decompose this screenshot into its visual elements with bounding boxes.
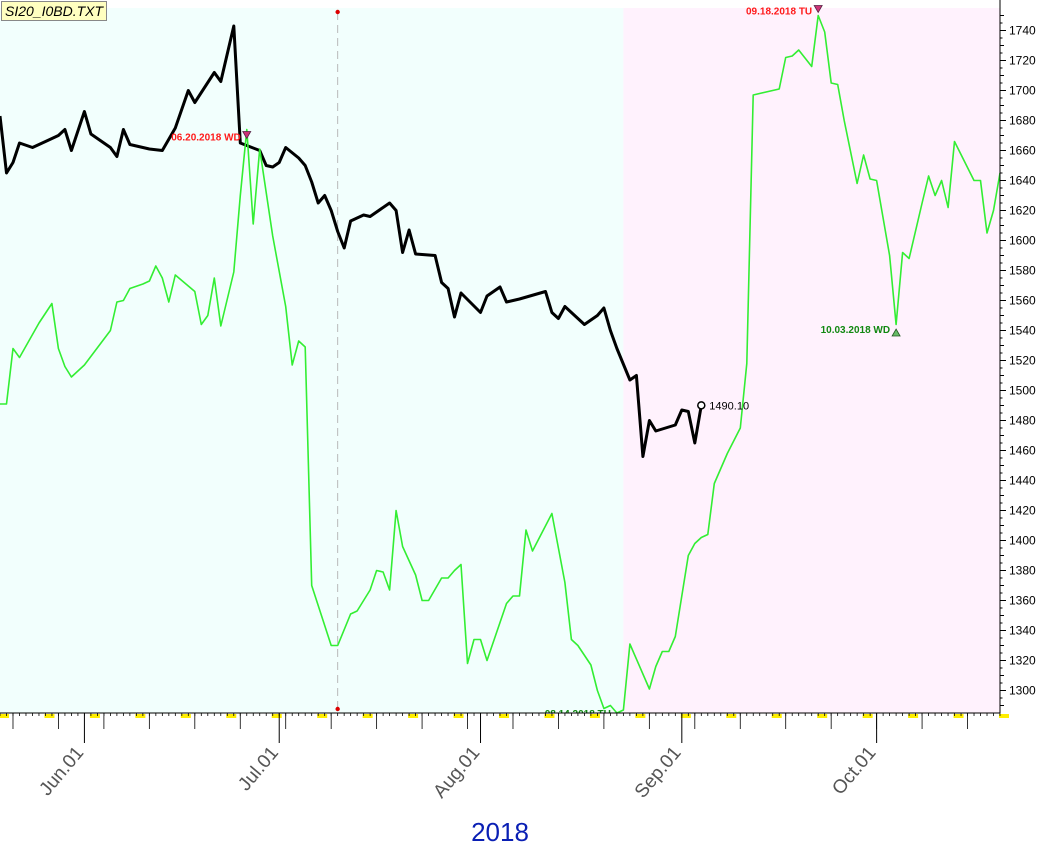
y-tick-label: 1440 xyxy=(1009,474,1036,488)
y-tick-label: 1660 xyxy=(1009,144,1036,158)
weekend-marker xyxy=(317,714,328,718)
y-tick-label: 1420 xyxy=(1009,504,1036,518)
annotation-marker-3 xyxy=(891,328,901,337)
weekend-marker xyxy=(0,714,9,718)
weekend-marker xyxy=(908,714,919,718)
weekend-marker xyxy=(362,714,373,718)
weekend-marker xyxy=(226,714,237,718)
annotation-label-3: 10.03.2018 WD xyxy=(821,325,891,336)
weekend-marker xyxy=(499,714,509,718)
last-value-marker xyxy=(697,401,706,410)
y-tick-label: 1720 xyxy=(1009,54,1036,68)
y-tick-label: 1620 xyxy=(1009,204,1036,218)
series-layer xyxy=(0,14,1001,714)
y-tick-label: 1360 xyxy=(1009,594,1036,608)
series-line-1 xyxy=(0,14,1001,714)
weekend-marker xyxy=(680,714,691,718)
weekend-marker xyxy=(135,714,146,718)
y-tick-label: 1400 xyxy=(1009,534,1036,548)
y-tick-label: 1740 xyxy=(1009,24,1036,38)
x-axis: Jun.01 Jul.01 Aug.01 Sep.01 Oct.01 xyxy=(0,712,1063,849)
y-tick-label: 1380 xyxy=(1009,564,1036,578)
weekend-marker xyxy=(44,714,55,718)
y-tick-label: 1300 xyxy=(1009,684,1036,698)
shaded-region-1 xyxy=(623,8,1000,713)
shaded-region-0 xyxy=(0,8,624,713)
weekend-marker xyxy=(180,714,191,718)
vertical-line-top-dot xyxy=(335,9,340,15)
y-tick-label: 1700 xyxy=(1009,84,1036,98)
y-tick-label: 1520 xyxy=(1009,354,1036,368)
y-tick-label: 1640 xyxy=(1009,174,1036,188)
x-axis-label: 2018 xyxy=(471,817,529,847)
y-tick-label: 1600 xyxy=(1009,234,1036,248)
annotation-label-2: 09.18.2018 TU xyxy=(746,7,812,18)
weekend-marker xyxy=(453,714,464,718)
y-tick-label: 1460 xyxy=(1009,444,1036,458)
y-axis: 1300 1320 1340 1360 1380 1400 1420 1440 1460 1480… xyxy=(999,0,1063,849)
weekend-marker xyxy=(271,714,282,718)
annotation-marker-2 xyxy=(813,5,823,14)
weekend-marker xyxy=(771,714,782,718)
weekend-marker xyxy=(726,714,737,718)
weekend-marker xyxy=(408,714,419,718)
vertical-line-bottom-dot xyxy=(335,706,340,712)
weekend-marker xyxy=(544,714,555,718)
x-axis-background xyxy=(0,713,1063,849)
weekend-marker xyxy=(89,714,100,718)
chart-background xyxy=(0,8,1000,713)
series-line-0 xyxy=(0,24,703,458)
weekend-marker xyxy=(953,714,964,718)
y-tick-label: 1320 xyxy=(1009,654,1036,668)
y-tick-label: 1540 xyxy=(1009,324,1036,338)
annotation-marker-0 xyxy=(242,131,252,140)
y-tick-label: 1560 xyxy=(1009,294,1036,308)
weekend-marker xyxy=(999,714,1009,718)
vertical-marker-line xyxy=(335,9,340,712)
weekend-marker xyxy=(862,714,873,718)
weekend-marker xyxy=(817,714,828,718)
y-tick-label: 1500 xyxy=(1009,384,1036,398)
y-tick-label: 1480 xyxy=(1009,414,1036,428)
y-tick-label: 1680 xyxy=(1009,114,1036,128)
y-tick-label: 1580 xyxy=(1009,264,1036,278)
y-tick-label: 1340 xyxy=(1009,624,1036,638)
weekend-marker xyxy=(635,714,646,718)
last-value-label: 1490.10 xyxy=(709,400,749,412)
file-name-label: SI20_I0BD.TXT xyxy=(1,1,108,21)
y-axis-background xyxy=(1000,0,1063,849)
annotation-label-0: 06.20.2018 WD xyxy=(171,133,241,144)
weekend-marker xyxy=(589,714,600,718)
